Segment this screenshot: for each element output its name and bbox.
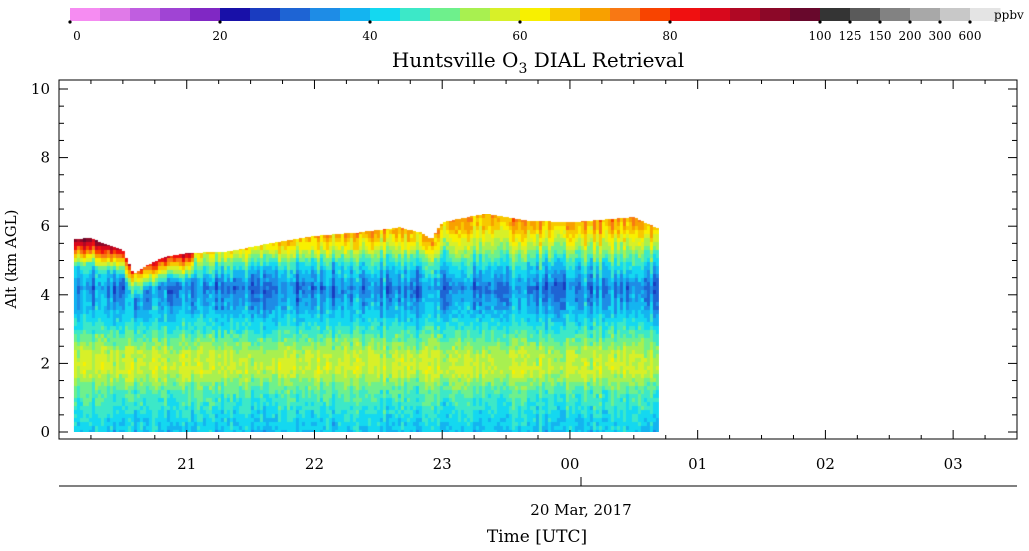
colorbar-swatch (400, 8, 431, 21)
colorbar-tick-label: 20 (212, 29, 227, 43)
x-tick-label: 02 (816, 455, 835, 473)
colorbar-unit-label: ppbv (994, 8, 1024, 22)
colorbar-swatch (700, 8, 731, 21)
colorbar-swatch (250, 8, 281, 21)
colorbar-swatch (460, 8, 491, 21)
colorbar-swatch (520, 8, 551, 21)
colorbar-tick (368, 20, 372, 24)
date-label: 20 Mar, 2017 (530, 501, 631, 519)
colorbar-swatch (160, 8, 191, 21)
y-tick-label: 0 (40, 423, 50, 441)
colorbar-tick-label: 100 (809, 29, 832, 43)
colorbar-swatch (190, 8, 221, 21)
colorbar-swatch (370, 8, 401, 21)
colorbar-swatch (550, 8, 581, 21)
colorbar-tick-label: 300 (929, 29, 952, 43)
colorbar-tick (68, 20, 72, 24)
x-tick-label: 22 (305, 455, 324, 473)
colorbar-tick (848, 20, 852, 24)
colorbar-swatch (850, 8, 881, 21)
y-axis-label: Alt (km AGL) (2, 210, 20, 310)
x-tick-label: 03 (944, 455, 963, 473)
colorbar-tick (878, 20, 882, 24)
colorbar-swatch (910, 8, 941, 21)
colorbar-swatch (610, 8, 641, 21)
colorbar-tick-label: 80 (662, 29, 677, 43)
y-tick-label: 10 (31, 80, 50, 98)
colorbar-swatch (130, 8, 161, 21)
colorbar-swatch (760, 8, 791, 21)
colorbar-swatch (70, 8, 101, 21)
colorbar-swatch (880, 8, 911, 21)
colorbar-tick (938, 20, 942, 24)
colorbar-swatch (280, 8, 311, 21)
y-tick-label: 8 (40, 149, 50, 167)
colorbar-tick (668, 20, 672, 24)
colorbar: 0 20 40 60 80 100 125 150 200 300 600 (68, 8, 1001, 43)
colorbar-swatch (640, 8, 671, 21)
colorbar-swatch (580, 8, 611, 21)
colorbar-tick (968, 20, 972, 24)
colorbar-tick-label: 0 (73, 29, 81, 43)
chart-title: Huntsville O3 DIAL Retrieval (392, 48, 684, 77)
colorbar-swatch (970, 8, 1001, 21)
colorbar-tick-label: 40 (362, 29, 377, 43)
colorbar-swatch (940, 8, 971, 21)
colorbar-swatch (730, 8, 761, 21)
colorbar-tick (218, 20, 222, 24)
colorbar-tick (818, 20, 822, 24)
ozone-heatmap (73, 214, 659, 432)
colorbar-swatch (340, 8, 371, 21)
colorbar-tick (908, 20, 912, 24)
x-axis: 21 22 23 00 01 02 03 (90, 80, 1018, 473)
y-axis: 0 2 4 6 8 10 (31, 80, 1017, 441)
x-tick-label: 01 (688, 455, 707, 473)
colorbar-swatch (790, 8, 821, 21)
y-tick-label: 6 (40, 217, 50, 235)
colorbar-tick-label: 600 (959, 29, 982, 43)
x-tick-label: 21 (177, 455, 196, 473)
colorbar-swatch (100, 8, 131, 21)
y-tick-label: 4 (40, 286, 50, 304)
colorbar-swatch (430, 8, 461, 21)
colorbar-tick-label: 200 (899, 29, 922, 43)
colorbar-swatch (220, 8, 251, 21)
colorbar-tick-label: 60 (512, 29, 527, 43)
colorbar-swatch (820, 8, 851, 21)
x-tick-label: 00 (560, 455, 579, 473)
x-axis-label: Time [UTC] (487, 527, 587, 547)
colorbar-swatch (310, 8, 341, 21)
colorbar-tick-label: 125 (839, 29, 862, 43)
y-tick-label: 2 (40, 354, 50, 372)
colorbar-swatch (670, 8, 701, 21)
colorbar-tick (518, 20, 522, 24)
colorbar-tick-label: 150 (869, 29, 892, 43)
colorbar-swatch (490, 8, 521, 21)
x-tick-label: 23 (433, 455, 452, 473)
